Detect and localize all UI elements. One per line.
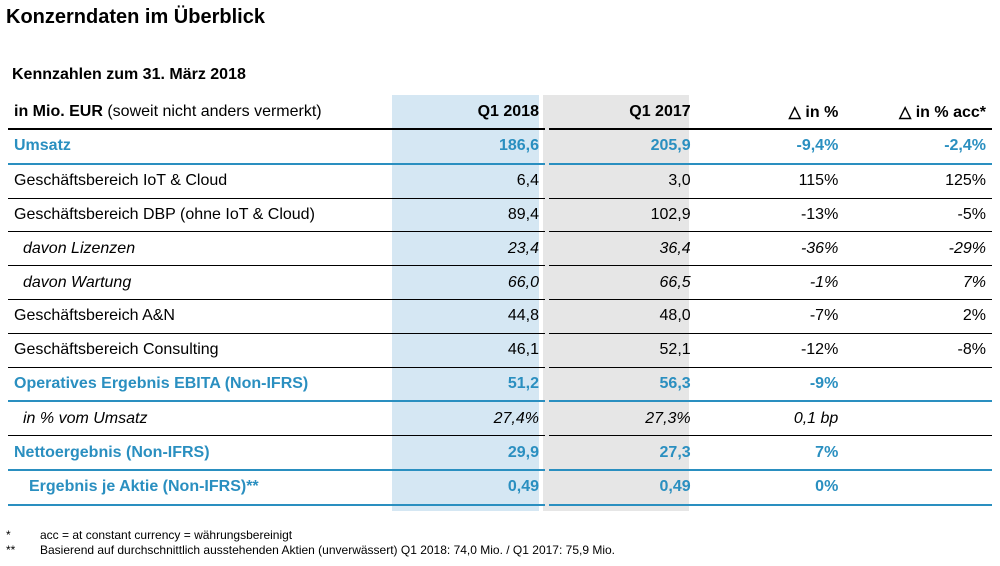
- cell-q1-2018: 46,1: [396, 334, 545, 368]
- row-label: Geschäftsbereich A&N: [8, 300, 397, 334]
- footnote-text: Basierend auf durchschnittlich ausstehen…: [40, 543, 615, 557]
- table-row: Geschäftsbereich DBP (ohne IoT & Cloud) …: [8, 199, 992, 233]
- row-label: Geschäftsbereich DBP (ohne IoT & Cloud): [8, 199, 397, 233]
- cell-delta: -13%: [696, 199, 845, 233]
- cell-delta-acc: [844, 471, 992, 506]
- table-header-row: in Mio. EUR (soweit nicht anders vermerk…: [8, 96, 992, 130]
- cell-q1-2018: 66,0: [396, 266, 545, 300]
- cell-delta-acc: 2%: [844, 300, 992, 334]
- header-unit-bold: in Mio. EUR: [14, 103, 103, 120]
- cell-q1-2017: 27,3: [549, 436, 697, 471]
- cell-q1-2017: 3,0: [549, 165, 697, 199]
- cell-q1-2018: 44,8: [396, 300, 545, 334]
- key-figures-table: in Mio. EUR (soweit nicht anders vermerk…: [8, 96, 992, 506]
- row-label: Geschäftsbereich Consulting: [8, 334, 397, 368]
- table-row: in % vom Umsatz 27,4% 27,3% 0,1 bp: [8, 402, 992, 437]
- cell-q1-2018: 89,4: [396, 199, 545, 233]
- cell-delta: -9,4%: [696, 130, 845, 165]
- cell-delta-acc: -29%: [844, 232, 992, 267]
- footnote-text: acc = at constant currency = währungsber…: [40, 528, 293, 542]
- cell-delta: 7%: [696, 436, 845, 471]
- row-label: Nettoergebnis (Non-IFRS): [8, 436, 397, 471]
- row-label: Geschäftsbereich IoT & Cloud: [8, 165, 397, 199]
- table-row: davon Wartung 66,0 66,5 -1% 7%: [8, 266, 992, 300]
- footnote-marker: **: [6, 543, 16, 557]
- footnote-marker: *: [6, 528, 11, 542]
- cell-q1-2018: 0,49: [396, 471, 545, 506]
- header-unit-note: (soweit nicht anders vermerkt): [102, 103, 322, 120]
- cell-delta-acc: [844, 368, 992, 403]
- cell-q1-2018: 51,2: [396, 368, 545, 403]
- cell-q1-2018: 29,9: [396, 436, 545, 471]
- table-row-ergebnis-je-aktie: Ergebnis je Aktie (Non-IFRS)** 0,49 0,49…: [8, 471, 992, 506]
- header-delta-acc: △ in % acc*: [844, 96, 992, 130]
- header-delta: △ in %: [696, 96, 845, 130]
- cell-delta: -36%: [696, 232, 845, 267]
- cell-q1-2018: 27,4%: [396, 402, 545, 437]
- cell-q1-2017: 48,0: [549, 300, 697, 334]
- cell-q1-2017: 66,5: [549, 266, 697, 300]
- table-row-umsatz: Umsatz 186,6 205,9 -9,4% -2,4%: [8, 130, 992, 165]
- footnote-shares: ** Basierend auf durchschnittlich aussteh…: [6, 543, 615, 557]
- header-unit-label: in Mio. EUR (soweit nicht anders vermerk…: [8, 96, 397, 130]
- cell-q1-2017: 27,3%: [549, 402, 697, 437]
- table-row: Geschäftsbereich Consulting 46,1 52,1 -1…: [8, 334, 992, 368]
- cell-delta-acc: -5%: [844, 199, 992, 233]
- cell-delta-acc: [844, 436, 992, 471]
- cell-delta: -7%: [696, 300, 845, 334]
- cell-q1-2017: 102,9: [549, 199, 697, 233]
- cell-q1-2017: 0,49: [549, 471, 697, 506]
- row-label: Umsatz: [8, 130, 397, 165]
- table-row-ebita: Operatives Ergebnis EBITA (Non-IFRS) 51,…: [8, 368, 992, 403]
- table-subtitle: Kennzahlen zum 31. März 2018: [12, 66, 246, 83]
- header-q1-2018: Q1 2018: [396, 96, 545, 130]
- row-label: Operatives Ergebnis EBITA (Non-IFRS): [8, 368, 397, 403]
- row-label: davon Wartung: [8, 266, 397, 300]
- cell-delta: -1%: [696, 266, 845, 300]
- page-title: Konzerndaten im Überblick: [6, 6, 265, 28]
- table-row: Geschäftsbereich IoT & Cloud 6,4 3,0 115…: [8, 165, 992, 199]
- row-label: in % vom Umsatz: [8, 402, 397, 437]
- cell-delta-acc: -2,4%: [844, 130, 992, 165]
- cell-q1-2018: 23,4: [396, 232, 545, 267]
- table-row-nettoergebnis: Nettoergebnis (Non-IFRS) 29,9 27,3 7%: [8, 436, 992, 471]
- cell-delta: -12%: [696, 334, 845, 368]
- footnote-acc: * acc = at constant currency = währungsbe…: [6, 528, 292, 542]
- cell-delta-acc: 7%: [844, 266, 992, 300]
- cell-delta: -9%: [696, 368, 845, 403]
- cell-q1-2017: 36,4: [549, 232, 697, 267]
- cell-q1-2017: 52,1: [549, 334, 697, 368]
- cell-delta: 0,1 bp: [696, 402, 845, 437]
- cell-q1-2018: 186,6: [396, 130, 545, 165]
- cell-delta: 0%: [696, 471, 845, 506]
- cell-q1-2017: 56,3: [549, 368, 697, 403]
- cell-q1-2017: 205,9: [549, 130, 697, 165]
- cell-q1-2018: 6,4: [396, 165, 545, 199]
- cell-delta: 115%: [696, 165, 845, 199]
- cell-delta-acc: -8%: [844, 334, 992, 368]
- table-row: davon Lizenzen 23,4 36,4 -36% -29%: [8, 232, 992, 267]
- header-q1-2017: Q1 2017: [549, 96, 697, 130]
- cell-delta-acc: 125%: [844, 165, 992, 199]
- row-label: Ergebnis je Aktie (Non-IFRS)**: [8, 471, 397, 506]
- cell-delta-acc: [844, 402, 992, 437]
- table-row: Geschäftsbereich A&N 44,8 48,0 -7% 2%: [8, 300, 992, 334]
- row-label: davon Lizenzen: [8, 232, 397, 267]
